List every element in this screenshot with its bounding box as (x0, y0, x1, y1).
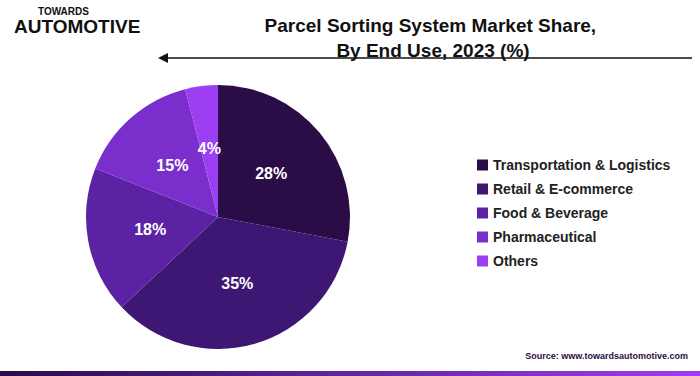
svg-text:Parcel Sorting System Market S: Parcel Sorting System Market Share, (265, 15, 602, 36)
svg-text:15%: 15% (156, 157, 188, 174)
svg-text:Transportation & Logistics: Transportation & Logistics (493, 157, 671, 173)
svg-text:Source: www.towardsautomotive.: Source: www.towardsautomotive.com (525, 351, 688, 361)
svg-text:Retail & E-commerce: Retail & E-commerce (493, 181, 633, 197)
svg-text:By End Use, 2023 (%): By End Use, 2023 (%) (336, 40, 529, 61)
svg-text:28%: 28% (255, 165, 287, 182)
svg-text:Others: Others (493, 253, 538, 269)
svg-text:18%: 18% (134, 221, 166, 238)
svg-text:35%: 35% (221, 275, 253, 292)
svg-text:Pharmaceutical: Pharmaceutical (493, 229, 597, 245)
svg-text:Food & Beverage: Food & Beverage (493, 205, 608, 221)
svg-text:TOWARDS: TOWARDS (38, 6, 89, 17)
svg-text:AUTOMOTIVE: AUTOMOTIVE (14, 16, 140, 37)
svg-text:4%: 4% (198, 140, 221, 157)
